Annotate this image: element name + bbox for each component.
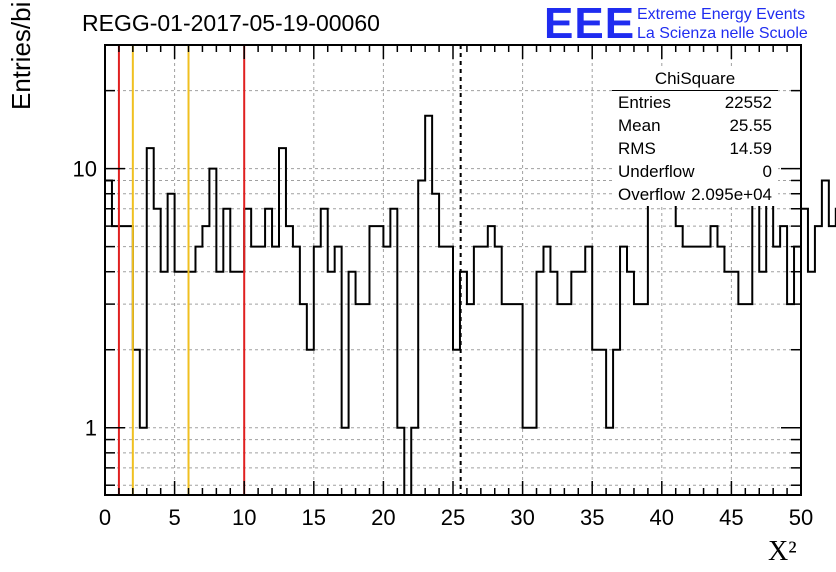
stats-key: Overflow [618, 185, 686, 204]
x-tick-label: 50 [789, 505, 813, 530]
stats-value: 0 [762, 162, 772, 181]
x-tick-label: 5 [168, 505, 180, 530]
stats-value: 25.55 [729, 116, 772, 135]
chart-title: REGG-01-2017-05-19-00060 [82, 10, 380, 36]
histogram-line [105, 114, 836, 496]
stats-title: ChiSquare [612, 68, 778, 91]
x-tick-label: 40 [650, 505, 674, 530]
stats-row-entries: Entries 22552 [612, 91, 778, 114]
eee-logo: EEE [544, 0, 636, 48]
x-tick-label: 35 [580, 505, 604, 530]
x-tick-label: 15 [302, 505, 326, 530]
stats-key: Underflow [618, 162, 695, 181]
x-tick-label: 10 [232, 505, 256, 530]
stats-box: ChiSquare Entries 22552 Mean 25.55 RMS 1… [612, 68, 778, 206]
stats-key: Entries [618, 93, 671, 112]
stats-value: 2.095e+04 [691, 185, 772, 204]
logo-line-2: La Scienza nelle Scuole [637, 25, 808, 42]
x-tick-label: 20 [371, 505, 395, 530]
x-axis-label: X² [768, 536, 797, 567]
x-tick-label: 45 [719, 505, 743, 530]
x-tick-label: 0 [99, 505, 111, 530]
stats-row-mean: Mean 25.55 [612, 114, 778, 137]
stats-row-underflow: Underflow 0 [612, 160, 778, 183]
x-tick-label: 25 [441, 505, 465, 530]
y-tick-label: 10 [73, 157, 97, 182]
logo-line-1: Extreme Energy Events [637, 6, 806, 23]
stats-value: 14.59 [729, 139, 772, 158]
stats-row-overflow: Overflow 2.095e+04 [612, 183, 778, 206]
stats-value: 22552 [724, 93, 772, 112]
x-tick-label: 30 [510, 505, 534, 530]
stats-key: RMS [618, 139, 656, 158]
y-tick-label: 1 [85, 416, 97, 441]
stats-row-rms: RMS 14.59 [612, 137, 778, 160]
y-axis-label: Entries/bin [6, 0, 36, 110]
stats-key: Mean [618, 116, 661, 135]
